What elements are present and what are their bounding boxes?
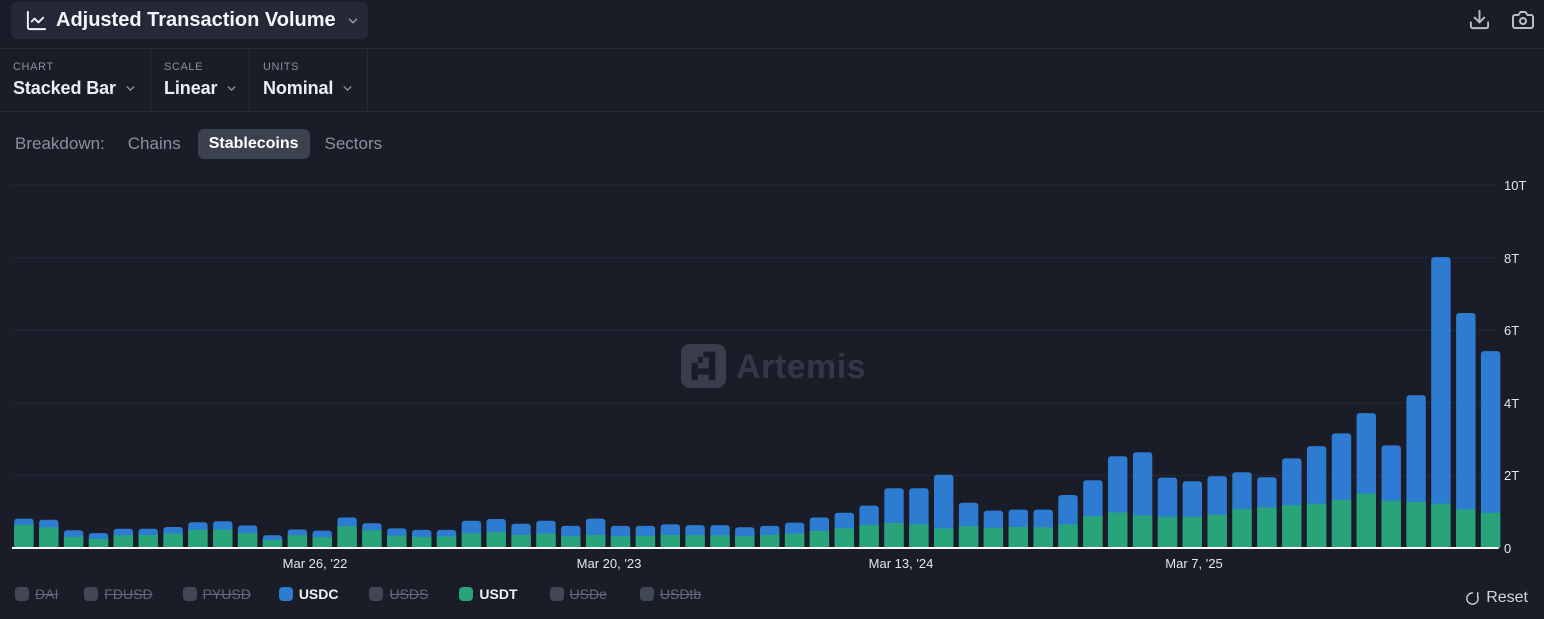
svg-text:Artemis: Artemis xyxy=(736,348,866,386)
